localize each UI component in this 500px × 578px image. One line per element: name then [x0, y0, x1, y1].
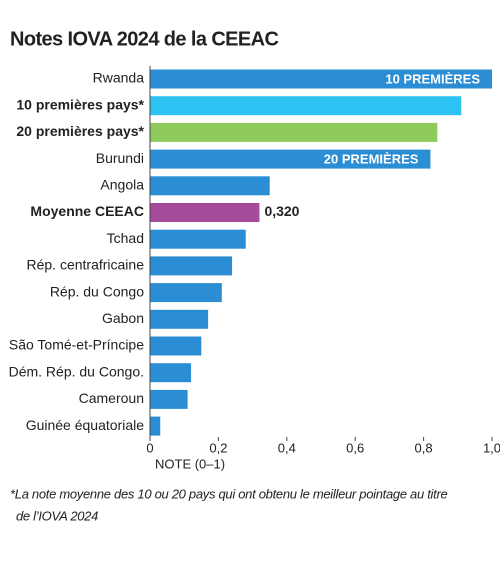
x-axis-label: NOTE (0–1) [155, 456, 225, 471]
y-tick-label: Cameroun [79, 390, 144, 406]
bar [150, 229, 246, 249]
bar [150, 416, 161, 436]
y-tick-label: 20 premières pays* [16, 123, 144, 139]
value-label: 0,320 [264, 203, 299, 219]
bar [150, 336, 202, 356]
y-tick-label: Gabon [102, 310, 144, 326]
bar [150, 389, 188, 409]
x-tick-label: 0 [146, 440, 153, 455]
bar [150, 203, 260, 222]
y-tick-label: Rép. du Congo [50, 283, 144, 299]
y-tick-label: Burundi [96, 150, 144, 166]
y-tick-label: 10 premières pays* [16, 96, 144, 112]
chart-title: Notes IOVA 2024 de la CEEAC [10, 28, 278, 50]
bar [150, 176, 270, 196]
y-tick-label: Tchad [107, 230, 144, 246]
footnote: *La note moyenne des 10 ou 20 pays qui o… [10, 486, 447, 501]
bar [150, 149, 431, 169]
y-tick-label: Moyenne CEEAC [30, 203, 144, 219]
bar [150, 256, 233, 276]
y-tick-label: São Tomé-et-Príncipe [9, 337, 144, 353]
x-tick-label: 1,0 [483, 440, 500, 455]
bar [150, 69, 492, 89]
bar [150, 122, 438, 142]
y-tick-label: Angola [100, 177, 144, 193]
bar [150, 363, 192, 383]
bar [150, 283, 222, 303]
y-tick-label: Dém. Rép. du Congo. [9, 363, 144, 379]
bar [150, 309, 209, 329]
bar-annotation: 20 PREMIÈRES [324, 152, 419, 167]
y-tick-label: Rwanda [93, 70, 145, 86]
x-tick-label: 0,8 [415, 440, 433, 455]
x-tick-label: 0,2 [209, 440, 227, 455]
y-tick-label: Rép. centrafricaine [26, 257, 144, 273]
footnote: de l’IOVA 2024 [16, 508, 98, 523]
x-tick-label: 0,4 [278, 440, 296, 455]
x-tick-label: 0,6 [346, 440, 364, 455]
y-tick-label: Guinée équatoriale [26, 417, 145, 433]
bar-annotation: 10 PREMIÈRES [385, 71, 480, 86]
bar [150, 96, 462, 116]
